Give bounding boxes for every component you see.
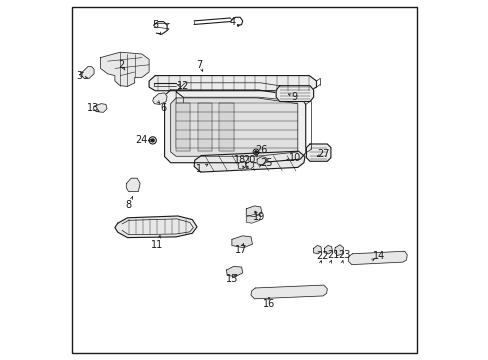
Text: 19: 19	[252, 212, 264, 222]
Polygon shape	[324, 246, 332, 254]
Polygon shape	[101, 52, 149, 86]
Polygon shape	[126, 178, 140, 192]
Polygon shape	[246, 214, 260, 223]
Polygon shape	[197, 103, 212, 151]
Text: 13: 13	[86, 103, 99, 113]
Polygon shape	[170, 98, 297, 156]
Text: 22: 22	[316, 251, 328, 261]
Text: 5: 5	[152, 20, 158, 30]
Text: 27: 27	[317, 149, 329, 159]
Text: 10: 10	[288, 153, 301, 163]
Polygon shape	[257, 157, 266, 165]
Text: 2: 2	[118, 60, 124, 70]
Polygon shape	[246, 206, 261, 217]
Polygon shape	[164, 90, 305, 163]
Text: 1: 1	[196, 164, 202, 174]
Text: 3: 3	[76, 71, 82, 81]
Polygon shape	[219, 103, 233, 151]
Circle shape	[151, 139, 154, 142]
Polygon shape	[306, 144, 330, 161]
Polygon shape	[313, 246, 321, 254]
Polygon shape	[152, 93, 167, 104]
Polygon shape	[334, 245, 343, 256]
Text: 23: 23	[338, 250, 350, 260]
Text: 12: 12	[177, 81, 189, 91]
Polygon shape	[231, 236, 252, 248]
Polygon shape	[250, 285, 326, 299]
Polygon shape	[176, 103, 190, 151]
Text: 18: 18	[234, 155, 246, 165]
Text: 15: 15	[225, 274, 238, 284]
Text: 21: 21	[327, 250, 339, 260]
Polygon shape	[238, 161, 245, 169]
Text: 17: 17	[234, 245, 246, 255]
Text: 11: 11	[151, 240, 163, 250]
Polygon shape	[347, 251, 407, 265]
Polygon shape	[226, 266, 242, 276]
Text: 25: 25	[260, 158, 272, 168]
Polygon shape	[194, 151, 305, 172]
Polygon shape	[176, 92, 183, 148]
Text: 16: 16	[263, 299, 275, 309]
Text: 7: 7	[196, 60, 202, 70]
Text: 4: 4	[229, 17, 236, 27]
Polygon shape	[276, 86, 313, 102]
Text: 8: 8	[125, 200, 131, 210]
Polygon shape	[149, 76, 316, 91]
Polygon shape	[93, 104, 107, 112]
Text: 20: 20	[243, 155, 256, 165]
Text: 14: 14	[373, 251, 385, 261]
Circle shape	[254, 151, 257, 153]
Text: 9: 9	[291, 92, 297, 102]
Text: 6: 6	[160, 103, 166, 113]
Text: 26: 26	[255, 145, 267, 156]
Text: 24: 24	[136, 135, 148, 145]
Polygon shape	[245, 161, 253, 169]
Polygon shape	[176, 83, 302, 101]
Polygon shape	[81, 67, 94, 78]
Polygon shape	[115, 216, 197, 238]
